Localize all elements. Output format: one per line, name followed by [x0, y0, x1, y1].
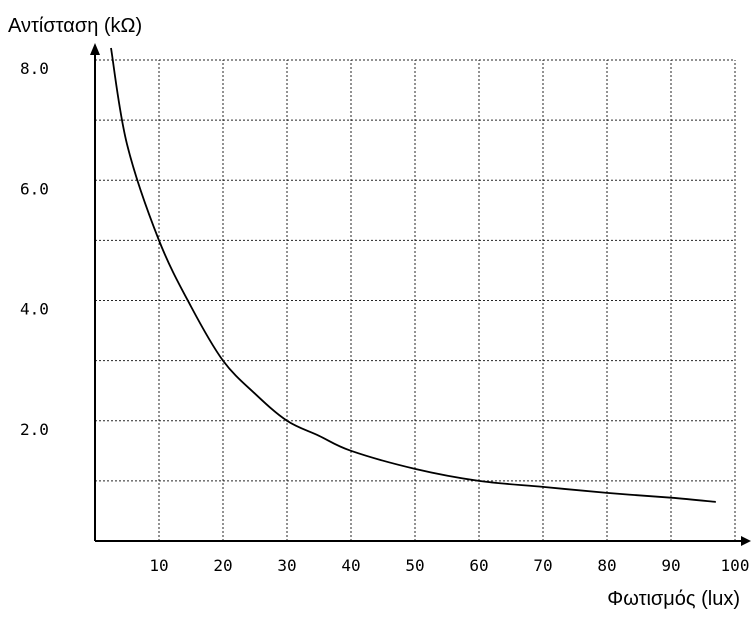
- x-tick-label: 80: [597, 556, 616, 575]
- x-tick-label: 10: [149, 556, 168, 575]
- y-tick-label: 2.0: [20, 420, 49, 439]
- tick-labels: 10 20 30 40 50 60 70 80 90 100 2.0 4.0 6.0 8.0: [20, 59, 749, 575]
- x-tick-label: 70: [533, 556, 552, 575]
- y-tick-label: 6.0: [20, 179, 49, 198]
- x-tick-label: 90: [661, 556, 680, 575]
- y-axis-arrow: [90, 43, 100, 55]
- grid: [95, 59, 736, 541]
- x-tick-label: 60: [469, 556, 488, 575]
- x-tick-label: 40: [341, 556, 360, 575]
- y-axis-label: Αντίσταση (kΩ): [8, 15, 142, 37]
- x-tick-label: 50: [405, 556, 424, 575]
- resistance-curve: [110, 47, 716, 503]
- x-tick-label: 20: [213, 556, 232, 575]
- y-tick-label: 8.0: [20, 59, 49, 78]
- data-series: [110, 47, 716, 503]
- y-tick-label: 4.0: [20, 300, 49, 319]
- x-axis-arrow: [741, 536, 751, 546]
- x-tick-label: 30: [277, 556, 296, 575]
- axes: [90, 43, 751, 546]
- x-tick-label: 100: [721, 556, 750, 575]
- x-axis-label: Φωτισμός (lux): [607, 588, 740, 610]
